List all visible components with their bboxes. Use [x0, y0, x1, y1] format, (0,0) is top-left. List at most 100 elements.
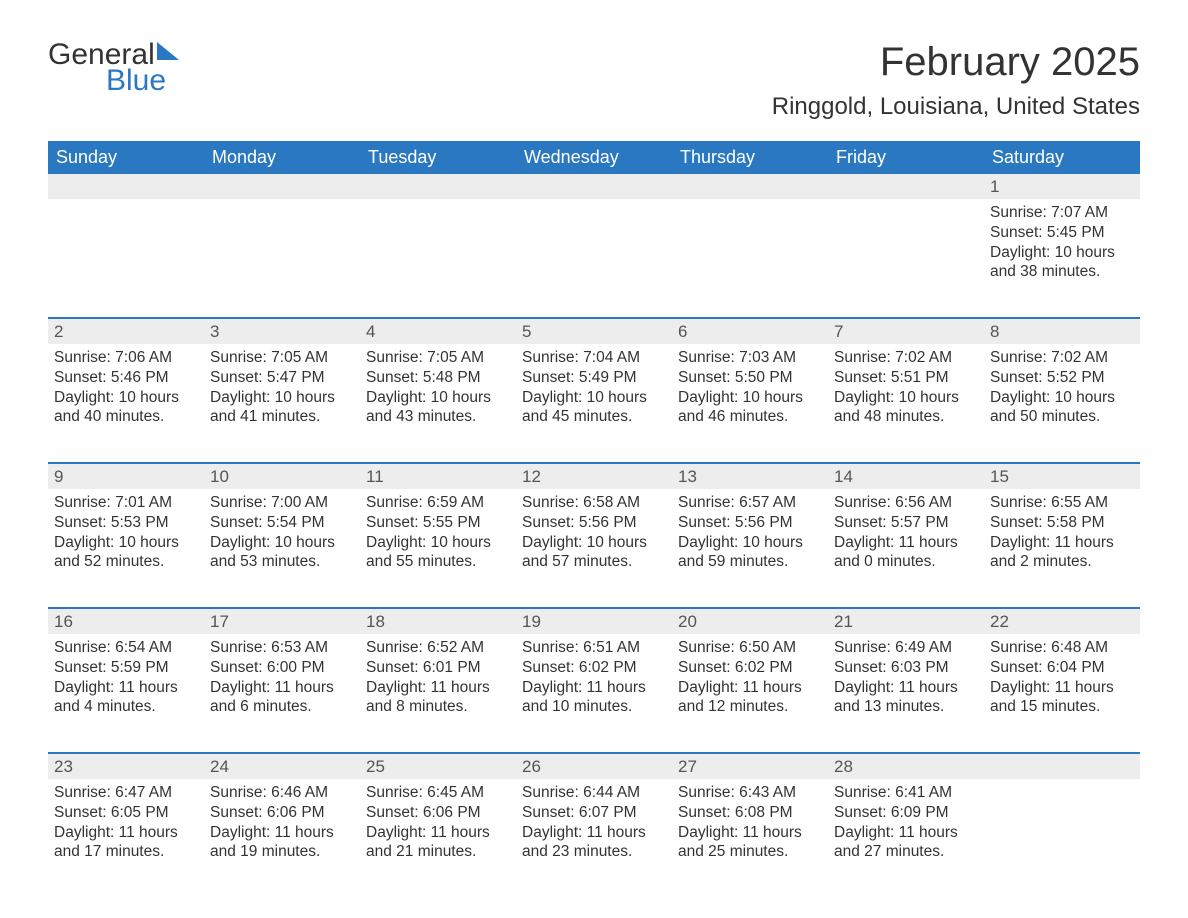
day-number — [48, 174, 204, 199]
day-number: 7 — [828, 319, 984, 344]
day-detail-line: Sunrise: 7:00 AM — [210, 493, 352, 513]
day-number: 22 — [984, 609, 1140, 634]
day-detail-line: Daylight: 11 hours and 15 minutes. — [990, 678, 1132, 718]
weekday-header: Monday — [204, 141, 360, 174]
day-cell: Sunrise: 6:41 AMSunset: 6:09 PMDaylight:… — [828, 779, 984, 875]
day-detail-line: Daylight: 11 hours and 19 minutes. — [210, 823, 352, 863]
weekday-header: Tuesday — [360, 141, 516, 174]
day-detail-line: Sunrise: 6:55 AM — [990, 493, 1132, 513]
day-detail-line: Daylight: 10 hours and 59 minutes. — [678, 533, 820, 573]
day-number: 5 — [516, 319, 672, 344]
day-detail-line: Sunset: 5:56 PM — [522, 513, 664, 533]
day-detail-line: Sunset: 6:02 PM — [522, 658, 664, 678]
day-cell: Sunrise: 7:02 AMSunset: 5:52 PMDaylight:… — [984, 344, 1140, 440]
day-detail-line: Sunset: 5:50 PM — [678, 368, 820, 388]
day-number — [204, 174, 360, 199]
day-cell: Sunrise: 6:55 AMSunset: 5:58 PMDaylight:… — [984, 489, 1140, 585]
day-detail-line: Sunset: 5:49 PM — [522, 368, 664, 388]
logo-text-bottom: Blue — [106, 66, 179, 96]
day-detail-line: Sunrise: 6:46 AM — [210, 783, 352, 803]
day-cell — [204, 199, 360, 295]
day-cell — [48, 199, 204, 295]
calendar: Sunday Monday Tuesday Wednesday Thursday… — [48, 141, 1140, 875]
day-cell: Sunrise: 6:53 AMSunset: 6:00 PMDaylight:… — [204, 634, 360, 730]
day-number: 28 — [828, 754, 984, 779]
day-number — [360, 174, 516, 199]
day-number-row: 2345678 — [48, 319, 1140, 344]
day-cell: Sunrise: 6:52 AMSunset: 6:01 PMDaylight:… — [360, 634, 516, 730]
day-number: 11 — [360, 464, 516, 489]
day-detail-line: Daylight: 11 hours and 8 minutes. — [366, 678, 508, 718]
day-detail-line: Sunrise: 6:54 AM — [54, 638, 196, 658]
weekday-header: Sunday — [48, 141, 204, 174]
header: General Blue February 2025 Ringgold, Lou… — [48, 40, 1140, 135]
day-cell: Sunrise: 7:00 AMSunset: 5:54 PMDaylight:… — [204, 489, 360, 585]
day-detail-line: Sunset: 6:05 PM — [54, 803, 196, 823]
day-cell: Sunrise: 7:05 AMSunset: 5:48 PMDaylight:… — [360, 344, 516, 440]
day-detail-line: Daylight: 11 hours and 4 minutes. — [54, 678, 196, 718]
day-detail-line: Daylight: 11 hours and 13 minutes. — [834, 678, 976, 718]
day-number: 6 — [672, 319, 828, 344]
day-detail-line: Sunset: 5:59 PM — [54, 658, 196, 678]
day-cell: Sunrise: 6:59 AMSunset: 5:55 PMDaylight:… — [360, 489, 516, 585]
day-detail-line: Sunrise: 7:04 AM — [522, 348, 664, 368]
day-detail-line: Sunrise: 6:47 AM — [54, 783, 196, 803]
day-detail-line: Sunset: 5:52 PM — [990, 368, 1132, 388]
day-detail-line: Daylight: 11 hours and 10 minutes. — [522, 678, 664, 718]
day-detail-line: Sunrise: 7:02 AM — [990, 348, 1132, 368]
day-number — [984, 754, 1140, 779]
calendar-week: 16171819202122Sunrise: 6:54 AMSunset: 5:… — [48, 607, 1140, 730]
day-cell: Sunrise: 6:50 AMSunset: 6:02 PMDaylight:… — [672, 634, 828, 730]
logo: General Blue — [48, 40, 179, 96]
day-number: 17 — [204, 609, 360, 634]
day-detail-line: Sunrise: 6:48 AM — [990, 638, 1132, 658]
day-cell: Sunrise: 7:03 AMSunset: 5:50 PMDaylight:… — [672, 344, 828, 440]
day-detail-line: Sunset: 5:56 PM — [678, 513, 820, 533]
day-detail-line: Sunset: 5:55 PM — [366, 513, 508, 533]
day-number — [672, 174, 828, 199]
day-number-row: 1 — [48, 174, 1140, 199]
day-number: 13 — [672, 464, 828, 489]
day-detail-line: Sunset: 6:00 PM — [210, 658, 352, 678]
title-block: February 2025 Ringgold, Louisiana, Unite… — [772, 40, 1140, 135]
day-detail-line: Sunrise: 7:06 AM — [54, 348, 196, 368]
day-cell: Sunrise: 7:07 AMSunset: 5:45 PMDaylight:… — [984, 199, 1140, 295]
day-cell: Sunrise: 6:48 AMSunset: 6:04 PMDaylight:… — [984, 634, 1140, 730]
day-cell: Sunrise: 7:04 AMSunset: 5:49 PMDaylight:… — [516, 344, 672, 440]
day-detail-line: Sunset: 5:46 PM — [54, 368, 196, 388]
day-detail-line: Sunrise: 6:43 AM — [678, 783, 820, 803]
day-detail-line: Sunset: 5:45 PM — [990, 223, 1132, 243]
day-detail-line: Sunset: 5:51 PM — [834, 368, 976, 388]
day-cell: Sunrise: 6:45 AMSunset: 6:06 PMDaylight:… — [360, 779, 516, 875]
day-number — [516, 174, 672, 199]
day-detail-line: Daylight: 10 hours and 45 minutes. — [522, 388, 664, 428]
day-detail-line: Sunrise: 6:41 AM — [834, 783, 976, 803]
day-detail-line: Sunset: 6:01 PM — [366, 658, 508, 678]
day-detail-line: Sunset: 6:09 PM — [834, 803, 976, 823]
day-detail-line: Sunset: 6:02 PM — [678, 658, 820, 678]
day-detail-line: Sunset: 5:47 PM — [210, 368, 352, 388]
day-detail-line: Daylight: 10 hours and 38 minutes. — [990, 243, 1132, 283]
day-cell — [828, 199, 984, 295]
month-title: February 2025 — [772, 40, 1140, 85]
day-detail-line: Sunset: 5:48 PM — [366, 368, 508, 388]
day-detail-line: Sunset: 6:08 PM — [678, 803, 820, 823]
day-cell — [672, 199, 828, 295]
day-detail-line: Daylight: 10 hours and 46 minutes. — [678, 388, 820, 428]
day-cell: Sunrise: 6:47 AMSunset: 6:05 PMDaylight:… — [48, 779, 204, 875]
day-detail-line: Sunset: 6:03 PM — [834, 658, 976, 678]
location-subtitle: Ringgold, Louisiana, United States — [772, 93, 1140, 121]
calendar-week: 2345678 Sunrise: 7:06 AMSunset: 5:46 PM Da… — [48, 317, 1140, 440]
day-number: 24 — [204, 754, 360, 779]
weekday-header-row: Sunday Monday Tuesday Wednesday Thursday… — [48, 141, 1140, 174]
day-detail-line: Daylight: 11 hours and 6 minutes. — [210, 678, 352, 718]
logo-triangle-icon — [157, 42, 179, 60]
day-cell: Sunrise: 6:58 AMSunset: 5:56 PMDaylight:… — [516, 489, 672, 585]
day-cell: Sunrise: 7:01 AMSunset: 5:53 PMDaylight:… — [48, 489, 204, 585]
day-detail-line: Sunrise: 7:05 AM — [366, 348, 508, 368]
day-number: 4 — [360, 319, 516, 344]
day-detail-line: Daylight: 10 hours and 50 minutes. — [990, 388, 1132, 428]
day-detail-line: Daylight: 10 hours and 41 minutes. — [210, 388, 352, 428]
day-cell: Sunrise: 6:43 AMSunset: 6:08 PMDaylight:… — [672, 779, 828, 875]
day-detail-line: Daylight: 11 hours and 25 minutes. — [678, 823, 820, 863]
